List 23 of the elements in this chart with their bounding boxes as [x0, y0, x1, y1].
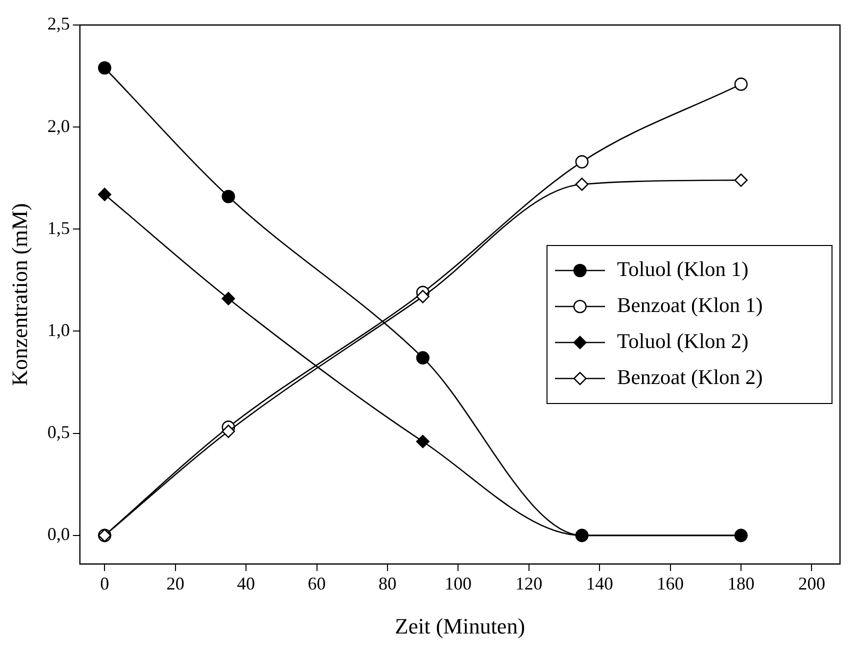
x-tick-label: 60: [308, 574, 326, 594]
x-axis-title: Zeit (Minuten): [394, 614, 526, 639]
x-tick-label: 160: [656, 574, 684, 594]
x-tick-label: 180: [728, 574, 755, 594]
y-axis-title: Konzentration (mM): [6, 203, 32, 386]
legend-label: Benzoat (Klon 1): [617, 293, 763, 318]
x-tick-label: 100: [444, 574, 472, 594]
legend-label: Toluol (Klon 1): [617, 257, 749, 282]
y-tick-label: 2,0: [47, 116, 70, 136]
x-tick-label: 140: [586, 574, 614, 594]
x-tick-label: 120: [515, 574, 542, 594]
x-tick-label: 20: [166, 574, 184, 594]
legend-label: Benzoat (Klon 2): [617, 365, 763, 390]
y-tick-label: 0,0: [47, 524, 70, 544]
x-tick-label: 0: [100, 574, 110, 594]
x-tick-label: 80: [378, 574, 396, 594]
x-tick-label: 40: [237, 574, 256, 594]
y-tick-label: 1,5: [47, 218, 70, 238]
y-tick-label: 1,0: [47, 320, 70, 340]
y-tick-label: 2,5: [47, 14, 70, 34]
legend-label: Toluol (Klon 2): [617, 329, 749, 354]
x-tick-label: 200: [798, 574, 826, 594]
y-tick-label: 0,5: [47, 422, 70, 442]
